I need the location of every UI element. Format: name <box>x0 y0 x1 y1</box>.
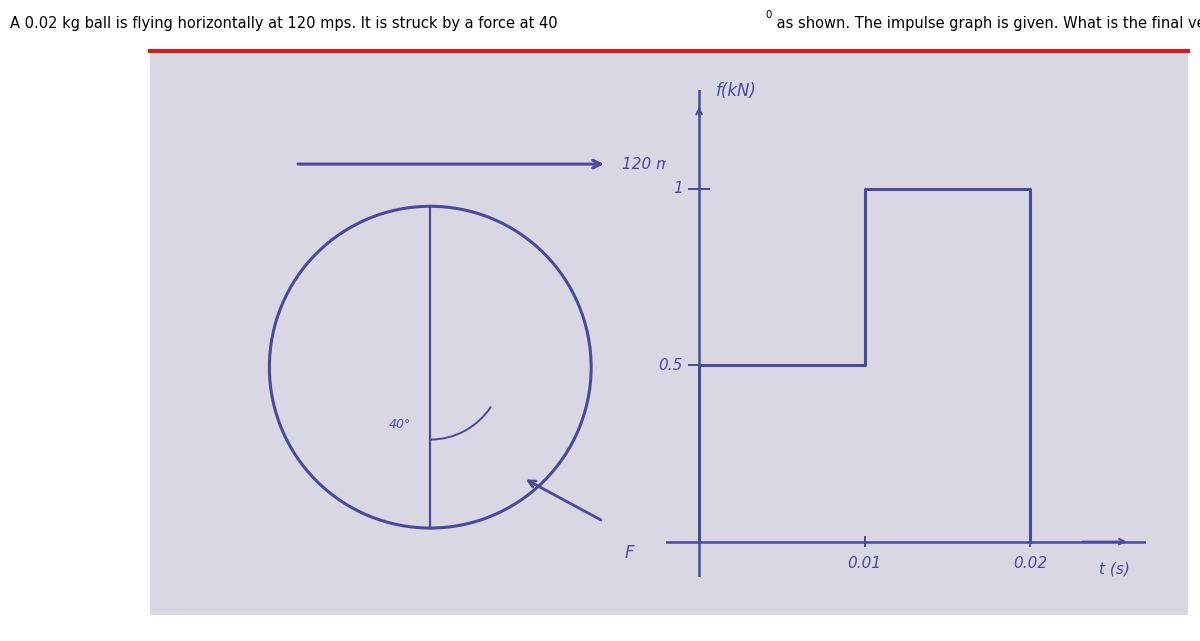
Text: t (s): t (s) <box>1098 561 1129 576</box>
Text: 1: 1 <box>673 181 683 196</box>
Text: 0.02: 0.02 <box>1013 556 1048 570</box>
Text: as shown. The impulse graph is given. What is the final velocity of the ball?: as shown. The impulse graph is given. Wh… <box>772 16 1200 31</box>
Text: 0: 0 <box>766 10 772 21</box>
Text: F: F <box>624 544 634 562</box>
Text: 40°: 40° <box>389 418 410 431</box>
Text: 0.01: 0.01 <box>847 556 882 570</box>
Text: A 0.02 kg ball is flying horizontally at 120 mps. It is struck by a force at 40: A 0.02 kg ball is flying horizontally at… <box>10 16 557 31</box>
Text: f(kN): f(kN) <box>715 82 756 101</box>
Text: 0.5: 0.5 <box>658 358 683 372</box>
Text: 120 mps: 120 mps <box>623 156 689 172</box>
